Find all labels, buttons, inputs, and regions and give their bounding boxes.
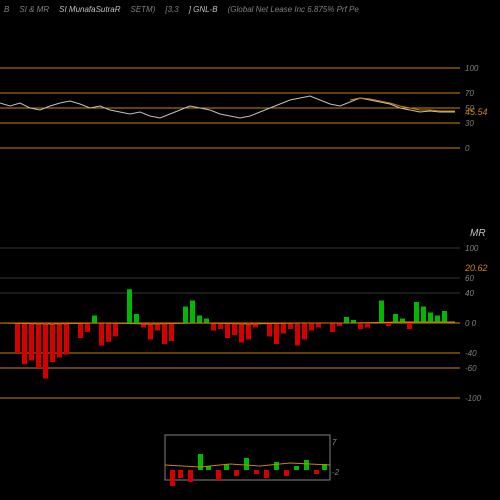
svg-text:-60: -60	[465, 364, 477, 373]
svg-text:-100: -100	[465, 394, 482, 403]
header-text: ] GNL-B	[189, 5, 218, 14]
svg-text:30: 30	[465, 119, 474, 128]
header-text: [3,3	[165, 5, 178, 14]
header-text: B	[4, 5, 9, 14]
svg-text:0 0: 0 0	[465, 319, 477, 328]
header-text: SI & MR	[19, 5, 49, 14]
mr-panel: MR 100 60 40 0 0 -40 -60 -100 20.62	[0, 218, 500, 428]
svg-text:0: 0	[465, 144, 470, 153]
header-text: SI MunafaSutraR	[59, 5, 120, 14]
svg-text:-2: -2	[332, 468, 340, 477]
svg-text:45.54: 45.54	[465, 107, 488, 117]
svg-text:40: 40	[465, 289, 474, 298]
rsi-panel: 100705030045.54	[0, 18, 500, 218]
svg-text:70: 70	[465, 89, 474, 98]
mini-panel: 7 -2	[0, 430, 500, 490]
svg-text:100: 100	[465, 64, 479, 73]
svg-text:MR: MR	[470, 228, 486, 239]
svg-text:100: 100	[465, 244, 479, 253]
svg-text:20.62: 20.62	[464, 263, 488, 273]
header-text: SETM)	[131, 5, 156, 14]
chart-header: B SI & MR SI MunafaSutraR SETM) [3,3 ] GNL-B (…	[0, 0, 500, 18]
header-text: (Global Net Lease Inc 6.875% Prf Pe	[228, 5, 359, 14]
svg-text:7: 7	[332, 438, 337, 447]
svg-text:-40: -40	[465, 349, 477, 358]
svg-text:60: 60	[465, 274, 474, 283]
